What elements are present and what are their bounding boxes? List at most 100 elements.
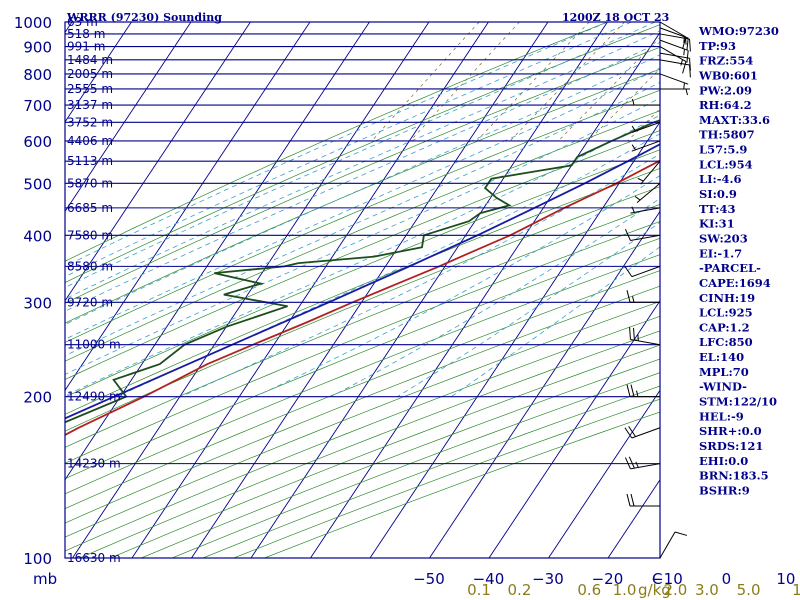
wind-barb bbox=[624, 426, 661, 439]
sounding-index-item: WB0:601 bbox=[698, 68, 758, 82]
height-label: 2555 m bbox=[67, 82, 113, 96]
isotherm-line bbox=[310, 31, 660, 558]
wind-barb bbox=[631, 140, 661, 152]
wind-barb bbox=[626, 384, 660, 398]
sounding-index-item: LI:-4.6 bbox=[699, 172, 742, 186]
height-label: 6685 m bbox=[67, 201, 113, 215]
pressure-label: 400 bbox=[23, 227, 52, 245]
parcel-curve bbox=[65, 143, 660, 420]
sounding-index-item: EHI:0.0 bbox=[699, 454, 748, 468]
pressure-label: 900 bbox=[23, 39, 52, 57]
mixing-ratio-label: 0.6 bbox=[577, 581, 601, 599]
chart-title-right: 1200Z 18 OCT 23 bbox=[562, 11, 669, 24]
sounding-index-item: SRDS:121 bbox=[699, 439, 763, 453]
mixing-ratio-label: 2.0 bbox=[663, 581, 687, 599]
mixing-ratio-label: 5.0 bbox=[737, 581, 761, 599]
temperature-tick-label: 0 bbox=[722, 570, 732, 588]
mixing-ratio-label: 10.0 bbox=[792, 581, 800, 599]
isotherm-line bbox=[72, 22, 430, 558]
isotherm-line bbox=[429, 210, 660, 558]
wind-barb bbox=[659, 39, 689, 63]
sounding-index-item: TH:5807 bbox=[699, 128, 755, 142]
height-label: 1484 m bbox=[67, 53, 113, 67]
pressure-label: 200 bbox=[23, 389, 52, 407]
height-label: 7580 m bbox=[67, 228, 113, 242]
temperature-tick-label: −20 bbox=[592, 570, 624, 588]
mixing-ratio-label: 1.0 bbox=[613, 581, 637, 599]
height-label: 518 m bbox=[67, 27, 105, 41]
chart-title-left: WRRR (97230) Sounding bbox=[66, 11, 222, 24]
isotherm-line bbox=[250, 22, 608, 558]
sounding-index-item: FRZ:554 bbox=[699, 54, 753, 68]
height-label: 12490 m bbox=[67, 390, 121, 404]
height-label: 63 m bbox=[67, 15, 98, 29]
temp-axis-unit: mb bbox=[33, 570, 57, 588]
height-label: 8580 m bbox=[67, 259, 113, 273]
sounding-index-item: EI:-1.7 bbox=[699, 246, 742, 260]
sounding-index-item: HEL:-9 bbox=[699, 409, 744, 423]
isotherm-line bbox=[369, 121, 660, 558]
isotherm-line bbox=[548, 389, 660, 558]
wind-barb bbox=[624, 229, 661, 241]
height-label: 9720 m bbox=[67, 295, 113, 309]
wind-barb bbox=[629, 327, 661, 346]
sounding-index-item: SHR+:0.0 bbox=[699, 424, 762, 438]
wind-barb bbox=[659, 59, 691, 78]
sounding-index-item: MPL:70 bbox=[699, 365, 749, 379]
axis-labels: 0.10.20.61.02.03.05.010.020.040.01001663… bbox=[14, 14, 800, 599]
moist-adiabat-line bbox=[65, 41, 660, 312]
height-label: 4406 m bbox=[67, 134, 113, 148]
isotherm-line bbox=[65, 22, 251, 302]
wind-barb bbox=[659, 531, 688, 559]
sounding-index-item: LFC:850 bbox=[699, 335, 753, 349]
sounding-index-item: STM:122/10 bbox=[699, 395, 777, 409]
mixing-ratio-line bbox=[587, 68, 660, 142]
height-label: 16630 m bbox=[67, 551, 121, 565]
sounding-index-item: LCL:925 bbox=[699, 306, 753, 320]
mixing-ratio-unit: g/kg bbox=[638, 581, 671, 599]
sounding-index-item: BRN:183.5 bbox=[699, 469, 769, 483]
moist-adiabat-line bbox=[65, 114, 660, 397]
sounding-indices: WMO:97230TP:93FRZ:554WB0:601PW:2.09RH:64… bbox=[698, 24, 779, 497]
moist-adiabat-line bbox=[181, 153, 660, 397]
temperature-curve bbox=[65, 159, 660, 436]
wind-barb bbox=[660, 88, 690, 96]
wind-barb bbox=[630, 98, 660, 106]
wind-barb bbox=[637, 160, 661, 185]
pressure-label: 500 bbox=[23, 175, 52, 193]
moist-adiabat-line bbox=[255, 175, 660, 397]
isotherm-line bbox=[65, 22, 370, 481]
wind-barb bbox=[659, 33, 691, 52]
sounding-index-item: PW:2.09 bbox=[699, 83, 752, 97]
plot-border bbox=[64, 21, 661, 559]
sounding-index-item: CAPE:1694 bbox=[699, 276, 771, 290]
temperature-tick-label: −10 bbox=[651, 570, 683, 588]
sounding-index-item: -WIND- bbox=[699, 380, 747, 394]
sounding-index-item: SW:203 bbox=[699, 231, 748, 245]
wind-barb bbox=[626, 493, 660, 507]
sounding-index-item: KI:31 bbox=[699, 217, 735, 231]
pressure-label: 300 bbox=[23, 294, 52, 312]
temperature-tick-label: −50 bbox=[413, 570, 445, 588]
isotherm-line bbox=[65, 22, 192, 213]
height-label: 5870 m bbox=[67, 176, 113, 190]
temperature-tick-label: −30 bbox=[532, 570, 564, 588]
mixing-ratio-label: 3.0 bbox=[695, 581, 719, 599]
temperature-tick-label: −40 bbox=[473, 570, 505, 588]
sounding-index-item: TP:93 bbox=[699, 39, 736, 53]
pressure-label: 100 bbox=[23, 550, 52, 568]
mixing-ratio-label: 0.1 bbox=[467, 581, 491, 599]
height-label: 14230 m bbox=[67, 457, 121, 471]
sounding-index-item: LCL:954 bbox=[699, 157, 753, 171]
sounding-index-item: CAP:1.2 bbox=[699, 320, 750, 334]
moist-adiabat-line bbox=[397, 221, 660, 397]
sounding-index-item: SI:0.9 bbox=[699, 187, 737, 201]
wind-barb bbox=[659, 73, 689, 90]
height-label: 2005 m bbox=[67, 67, 113, 81]
isotherm-line bbox=[488, 300, 660, 558]
sounding-index-item: MAXT:33.6 bbox=[699, 113, 770, 127]
wind-barb bbox=[634, 182, 661, 204]
sounding-index-item: WMO:97230 bbox=[698, 24, 779, 38]
temp-axis-end: C bbox=[652, 570, 662, 588]
